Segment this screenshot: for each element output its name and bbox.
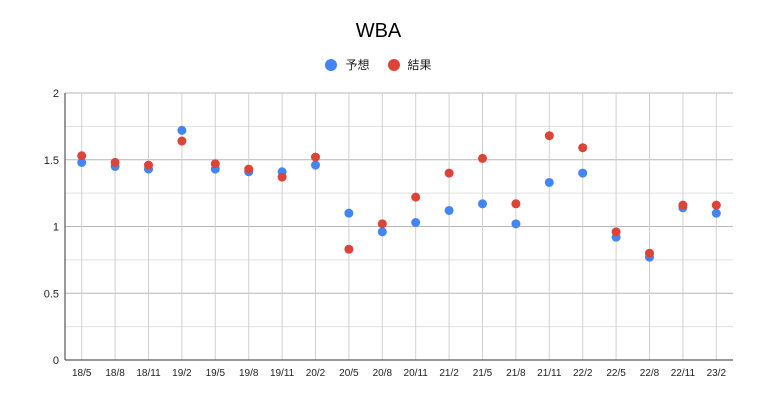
x-tick-label: 22/5 [606, 368, 626, 379]
x-tick-label: 19/2 [172, 368, 192, 379]
legend-swatch-result [387, 58, 400, 71]
point-result [144, 160, 153, 170]
x-tick-label: 18/5 [72, 368, 92, 379]
point-forecast [77, 157, 87, 167]
point-forecast [177, 125, 187, 135]
x-tick-label: 19/11 [270, 368, 295, 379]
y-tick-label: 1.5 [44, 155, 59, 167]
point-result [377, 219, 387, 229]
point-result [411, 192, 421, 202]
point-result [311, 152, 320, 162]
x-tick-label: 22/11 [671, 368, 696, 379]
x-tick-label: 21/2 [439, 368, 459, 379]
legend-swatch-forecast [325, 58, 338, 71]
x-tick-label: 19/8 [239, 368, 259, 379]
point-result [177, 136, 187, 146]
y-tick-label: 0 [53, 355, 59, 367]
point-forecast [344, 208, 354, 218]
legend-label-result: 結果 [407, 58, 432, 72]
y-tick-label: 0.5 [44, 288, 59, 300]
point-forecast [544, 177, 554, 187]
x-tick-label: 20/5 [339, 368, 359, 379]
x-tick-label: 19/5 [206, 368, 226, 379]
point-forecast [377, 227, 387, 237]
point-result [678, 200, 688, 210]
point-result [544, 131, 554, 141]
point-forecast [411, 217, 421, 227]
x-tick-label: 20/8 [373, 368, 393, 379]
point-forecast [478, 199, 487, 209]
legend-label-forecast: 予想 [345, 58, 370, 72]
point-result [711, 200, 721, 210]
point-result [210, 159, 220, 169]
point-forecast [311, 160, 320, 170]
legend-item-result[interactable]: 結果 [387, 56, 432, 73]
x-tick-label: 18/8 [105, 368, 125, 379]
point-forecast [444, 205, 454, 215]
point-forecast [578, 168, 588, 178]
x-tick-label: 18/11 [136, 368, 161, 379]
y-tick-label: 2 [53, 88, 59, 100]
point-forecast [511, 219, 521, 229]
point-result [645, 248, 654, 258]
point-result [77, 151, 87, 161]
point-result [478, 153, 487, 163]
x-tick-label: 23/2 [707, 368, 727, 379]
x-tick-label: 21/5 [473, 368, 493, 379]
x-tick-label: 20/2 [306, 368, 326, 379]
x-tick-label: 22/8 [640, 368, 660, 379]
legend: 予想 結果 [0, 56, 757, 73]
x-tick-label: 20/11 [404, 368, 429, 379]
x-tick-label: 21/8 [506, 368, 526, 379]
point-result [344, 244, 354, 254]
point-result [110, 157, 120, 167]
legend-item-forecast[interactable]: 予想 [325, 56, 370, 73]
point-result [611, 227, 621, 237]
x-tick-label: 22/2 [573, 368, 593, 379]
chart-title: WBA [355, 20, 402, 42]
point-result [578, 143, 588, 153]
point-result [444, 168, 454, 178]
point-forecast [711, 208, 721, 218]
point-result [511, 199, 521, 209]
point-result [244, 164, 254, 174]
y-tick-label: 1 [53, 222, 59, 234]
x-tick-label: 21/11 [537, 368, 562, 379]
point-result [277, 172, 287, 182]
